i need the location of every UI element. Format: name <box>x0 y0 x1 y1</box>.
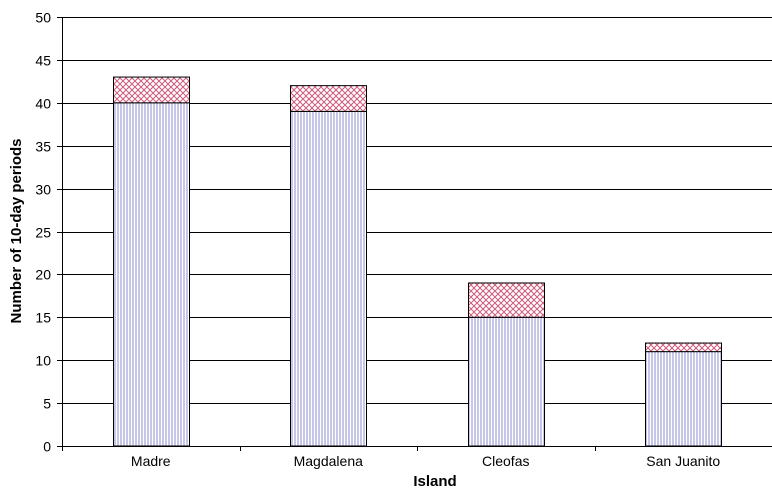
x-tick-label: Madre <box>131 453 171 469</box>
y-tick-label: 15 <box>35 310 51 326</box>
y-tick-label: 20 <box>35 267 51 283</box>
bar-madre-segment-1 <box>113 102 190 447</box>
bar-madre-segment-2 <box>113 76 190 104</box>
bars <box>113 76 722 447</box>
x-tick-label: Cleofas <box>482 453 529 469</box>
y-tick-label: 30 <box>35 182 51 198</box>
axes <box>62 17 772 451</box>
x-tick-label: San Juanito <box>646 453 720 469</box>
bar-cleofas-segment-2 <box>468 282 545 318</box>
bar-san-juanito-segment-1 <box>645 351 722 447</box>
x-axis-title: Island <box>413 473 456 490</box>
y-tick-label: 50 <box>35 10 51 26</box>
y-tick-label: 40 <box>35 96 51 112</box>
x-tick-label: Magdalena <box>294 453 363 469</box>
y-tick-label: 45 <box>35 53 51 69</box>
y-tick-labels: 0 5 10 15 20 25 30 35 40 45 50 <box>35 10 62 455</box>
y-tick-label: 35 <box>35 139 51 155</box>
y-tick-label: 0 <box>43 439 51 455</box>
y-tick-label: 5 <box>43 396 51 412</box>
y-tick-label: 25 <box>35 225 51 241</box>
y-axis-title: Number of 10-day periods <box>8 138 25 323</box>
bar-san-juanito-segment-2 <box>645 342 722 353</box>
y-tick-label: 10 <box>35 353 51 369</box>
x-tick-labels: Madre Magdalena Cleofas San Juanito <box>131 453 721 469</box>
bar-magdalena-segment-2 <box>290 85 367 112</box>
bar-magdalena-segment-1 <box>290 110 367 447</box>
bar-cleofas-segment-1 <box>468 316 545 447</box>
